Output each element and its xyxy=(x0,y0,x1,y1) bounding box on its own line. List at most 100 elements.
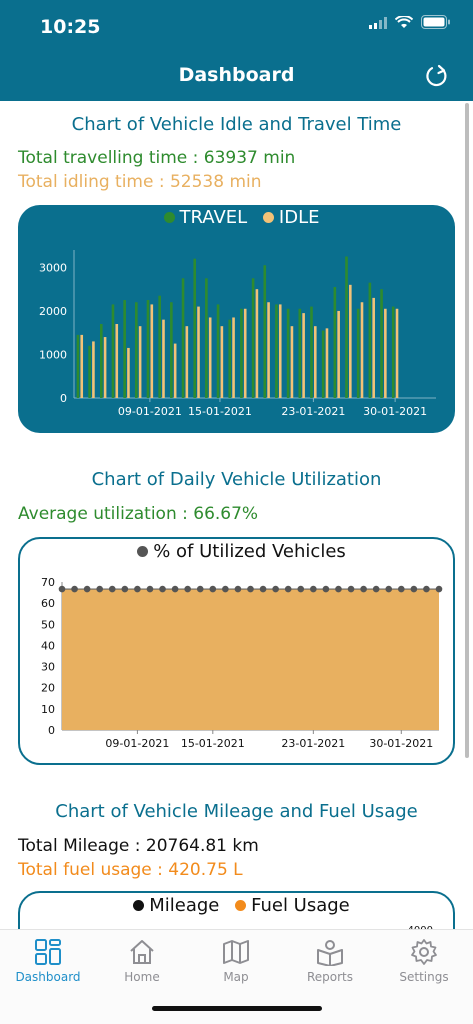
tab-map-label: Map xyxy=(223,970,249,984)
legend-fuel-dot xyxy=(235,899,247,911)
legend-travel-label: TRAVEL xyxy=(179,207,248,228)
refresh-button[interactable] xyxy=(423,62,451,90)
average-utilization: Average utilization : 66.67% xyxy=(18,504,259,524)
x-tick-label: 30-01-2021 xyxy=(369,737,433,750)
utilization-point xyxy=(259,585,267,593)
legend-mileage: Mileage xyxy=(123,895,219,916)
x-tick-label: 30-01-2021 xyxy=(363,405,427,418)
wifi-icon xyxy=(394,14,414,34)
utilization-point xyxy=(272,585,279,593)
bar-idle xyxy=(115,324,119,398)
idle-travel-title: Chart of Vehicle Idle and Travel Time xyxy=(71,114,402,135)
utilization-legend: % of Utilized Vehicles xyxy=(20,541,453,562)
x-tick-label: 15-01-2021 xyxy=(188,405,252,418)
y-tick-label: 10 xyxy=(41,703,55,716)
x-tick-label: 23-01-2021 xyxy=(281,405,345,418)
total-idle-time: Total idling time : 52538 min xyxy=(18,172,262,192)
utilization-point xyxy=(234,585,242,593)
bar-idle xyxy=(302,313,305,398)
bar-travel xyxy=(181,278,185,398)
status-icons xyxy=(369,14,451,34)
y-tick-label: 70 xyxy=(41,576,55,589)
bar-travel xyxy=(228,319,232,398)
bar-travel xyxy=(251,278,255,398)
gear-icon xyxy=(411,939,437,965)
bar-travel xyxy=(286,308,290,398)
tab-settings[interactable]: Settings xyxy=(384,938,464,984)
bar-travel xyxy=(345,256,348,398)
tab-home-label: Home xyxy=(124,970,160,984)
status-bar: 10:25 xyxy=(0,0,473,52)
legend-utilization-dot xyxy=(137,545,149,557)
mileage-fuel-chart-card[interactable]: Mileage Fuel Usage 4000 xyxy=(18,891,455,929)
map-icon xyxy=(223,940,249,964)
mileage-fuel-title: Chart of Vehicle Mileage and Fuel Usage xyxy=(55,801,418,822)
tab-settings-label: Settings xyxy=(399,970,449,984)
y-tick-label: 2000 xyxy=(39,305,67,318)
tab-bar: Dashboard Home Map Reports Settings xyxy=(0,929,473,1024)
utilization-point xyxy=(209,585,217,593)
idle-travel-chart-card[interactable]: TRAVEL IDLE 0 1000 2000 3000 09-01-2021 15-01… xyxy=(18,205,455,433)
bar-idle xyxy=(243,308,247,398)
idle-travel-chart: 0 1000 2000 3000 09-01-2021 15-01-2021 23-01-2… xyxy=(39,250,436,418)
utilization-point xyxy=(310,585,317,593)
dashboard-content[interactable]: Chart of Vehicle Idle and Travel Time To… xyxy=(0,101,473,929)
bar-idle xyxy=(220,326,224,398)
legend-idle-label: IDLE xyxy=(278,207,320,228)
utilization-chart-card[interactable]: % of Utilized Vehicles 0 10 20 30 40 50 60 70 09… xyxy=(18,537,455,765)
bar-travel xyxy=(310,306,313,398)
utilization-point xyxy=(410,585,418,593)
legend-fuel: Fuel Usage xyxy=(225,895,350,916)
status-time: 10:25 xyxy=(40,16,101,38)
bar-travel xyxy=(76,334,80,398)
utilization-point xyxy=(134,585,141,593)
scrollbar[interactable] xyxy=(465,103,469,758)
utilization-title: Chart of Daily Vehicle Utilization xyxy=(91,469,382,490)
legend-fuel-label: Fuel Usage xyxy=(251,895,350,916)
bar-idle xyxy=(138,326,142,398)
utilization-point xyxy=(423,585,430,593)
bar-idle xyxy=(80,334,84,398)
utilization-point xyxy=(347,585,355,593)
utilization-point xyxy=(335,585,342,593)
bar-idle xyxy=(173,343,177,398)
tab-home[interactable]: Home xyxy=(102,938,182,984)
utilization-point xyxy=(360,585,367,593)
tab-dashboard[interactable]: Dashboard xyxy=(8,938,88,984)
bar-idle xyxy=(395,308,399,398)
legend-travel-dot xyxy=(163,211,175,223)
tab-map[interactable]: Map xyxy=(196,938,276,984)
bar-idle xyxy=(360,302,364,398)
refresh-icon xyxy=(426,64,447,87)
home-indicator xyxy=(152,1006,322,1011)
y-tick-label: 0 xyxy=(48,724,55,737)
utilization-point xyxy=(96,585,103,593)
y-tick-label: 20 xyxy=(41,682,55,695)
utilization-area xyxy=(62,589,439,730)
utilization-point xyxy=(108,585,116,593)
legend-mileage-label: Mileage xyxy=(149,895,220,916)
bar-travel xyxy=(123,300,126,398)
bar-travel xyxy=(321,330,325,398)
utilization-point xyxy=(398,585,405,593)
bar-idle xyxy=(232,317,235,398)
bar-idle xyxy=(92,341,95,398)
bar-travel xyxy=(356,308,360,398)
bar-travel xyxy=(99,324,103,398)
tab-dashboard-label: Dashboard xyxy=(15,970,81,984)
y-tick-label: 50 xyxy=(41,618,55,631)
bar-idle xyxy=(313,326,317,398)
bar-idle xyxy=(127,347,130,398)
utilization-point xyxy=(435,585,443,593)
utilization-point xyxy=(121,585,129,593)
bar-travel xyxy=(170,302,173,398)
legend-idle-dot xyxy=(262,211,274,223)
utilization-point xyxy=(322,585,330,593)
utilization-point xyxy=(184,585,191,593)
utilization-point xyxy=(247,585,254,593)
bar-idle xyxy=(278,304,282,398)
total-travel-time: Total travelling time : 63937 min xyxy=(18,148,296,168)
tab-reports-label: Reports xyxy=(306,970,354,984)
tab-reports[interactable]: Reports xyxy=(290,938,370,984)
bar-idle xyxy=(384,308,387,398)
